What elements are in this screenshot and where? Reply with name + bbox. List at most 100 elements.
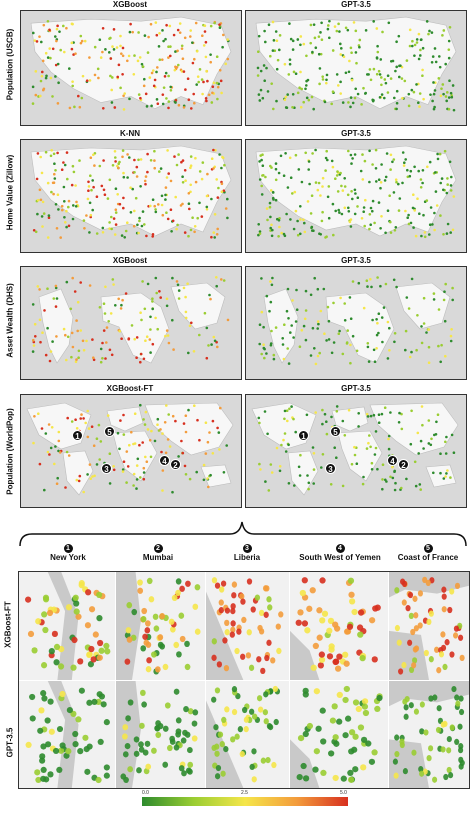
map-dot xyxy=(379,227,382,230)
tile-dot xyxy=(372,605,379,612)
map-dot xyxy=(176,223,179,227)
map-dot xyxy=(156,423,159,426)
map-dot xyxy=(97,423,101,427)
map-dot xyxy=(437,308,441,311)
map-dot xyxy=(31,350,35,353)
map-dot xyxy=(85,214,88,217)
map-dot xyxy=(46,181,50,185)
map-dot xyxy=(204,97,208,100)
map-dot xyxy=(299,232,302,236)
map-dot xyxy=(226,38,229,41)
map-dot xyxy=(312,452,316,455)
tile-dot xyxy=(242,706,248,714)
map-dot xyxy=(299,205,302,208)
map-dot xyxy=(161,213,165,217)
tile-dot xyxy=(357,609,365,616)
map-dot xyxy=(160,203,164,207)
map-dot xyxy=(400,412,403,416)
map-dot xyxy=(150,429,153,433)
map-dot xyxy=(402,164,406,167)
map-dot xyxy=(337,332,341,335)
map-dot xyxy=(391,465,394,469)
map-dot xyxy=(332,301,335,305)
map-r4-left xyxy=(20,394,242,508)
map-dot xyxy=(384,478,387,482)
map-dot xyxy=(299,70,302,74)
map-dot xyxy=(213,213,217,216)
map-dot xyxy=(449,231,452,234)
map-r1-left xyxy=(20,10,242,126)
tile-dot xyxy=(423,729,429,736)
map-dot xyxy=(47,423,51,426)
map-dot xyxy=(395,101,399,105)
map-dot xyxy=(299,35,303,38)
map-dot xyxy=(166,334,170,337)
map-dot xyxy=(176,49,179,53)
map-dot xyxy=(140,62,144,66)
map-dot xyxy=(152,69,155,72)
map-dot xyxy=(75,319,78,322)
map-dot xyxy=(317,181,321,185)
map-dot xyxy=(264,175,267,179)
tile-dot xyxy=(407,591,414,599)
map-dot xyxy=(330,415,333,419)
tile-dot xyxy=(213,724,219,731)
map-dot xyxy=(122,171,125,175)
map-dot xyxy=(110,353,114,357)
tile-dot xyxy=(157,641,164,648)
map-dot xyxy=(269,342,273,345)
map-dot xyxy=(189,164,193,167)
map-dot xyxy=(258,232,262,235)
map-dot xyxy=(191,216,194,219)
map-dot xyxy=(48,359,52,363)
map-dot xyxy=(354,51,358,54)
tile-dot xyxy=(403,704,409,711)
map-dot xyxy=(102,302,106,305)
map-dot xyxy=(153,159,156,162)
tile-dot xyxy=(258,628,265,635)
map-dot xyxy=(274,30,278,33)
map-dot xyxy=(306,200,310,203)
map-dot xyxy=(384,231,387,235)
map-dot xyxy=(142,84,146,88)
map-dot xyxy=(355,462,359,465)
map-dot xyxy=(392,158,396,161)
map-dot xyxy=(379,186,382,190)
map-dot xyxy=(181,175,184,178)
map-dot xyxy=(390,59,393,63)
tile-gpt-5 xyxy=(389,681,469,788)
tile-dot xyxy=(334,665,342,672)
map-dot xyxy=(312,23,316,26)
map-dot xyxy=(130,430,133,434)
map-dot xyxy=(111,45,114,48)
tile-dot xyxy=(57,747,65,754)
map-dot xyxy=(183,36,187,40)
map-dot xyxy=(305,84,308,87)
map-dot xyxy=(122,175,126,179)
tile-dot xyxy=(409,666,415,674)
map-dot xyxy=(201,34,204,38)
map-dot xyxy=(80,413,83,416)
map-dot xyxy=(371,209,374,213)
map-dot xyxy=(108,221,111,224)
map-dot xyxy=(81,74,85,78)
map-dot xyxy=(71,217,75,221)
map-dot xyxy=(206,440,210,444)
map-dot xyxy=(433,228,436,232)
map-dot xyxy=(307,487,310,491)
map-dot xyxy=(161,29,164,32)
map-dot xyxy=(376,321,379,325)
map-dot xyxy=(198,333,201,337)
map-dot xyxy=(452,195,456,198)
map-dot xyxy=(439,181,442,185)
map-dot xyxy=(322,287,326,291)
map-dot xyxy=(74,418,77,421)
map-dot xyxy=(65,450,69,454)
map-dot xyxy=(111,278,115,281)
map-dot xyxy=(295,288,298,292)
map-dot xyxy=(444,354,447,358)
tile-dot xyxy=(419,770,425,777)
map-dot xyxy=(288,407,291,411)
map-dot xyxy=(403,79,407,83)
map-dot xyxy=(374,430,378,433)
